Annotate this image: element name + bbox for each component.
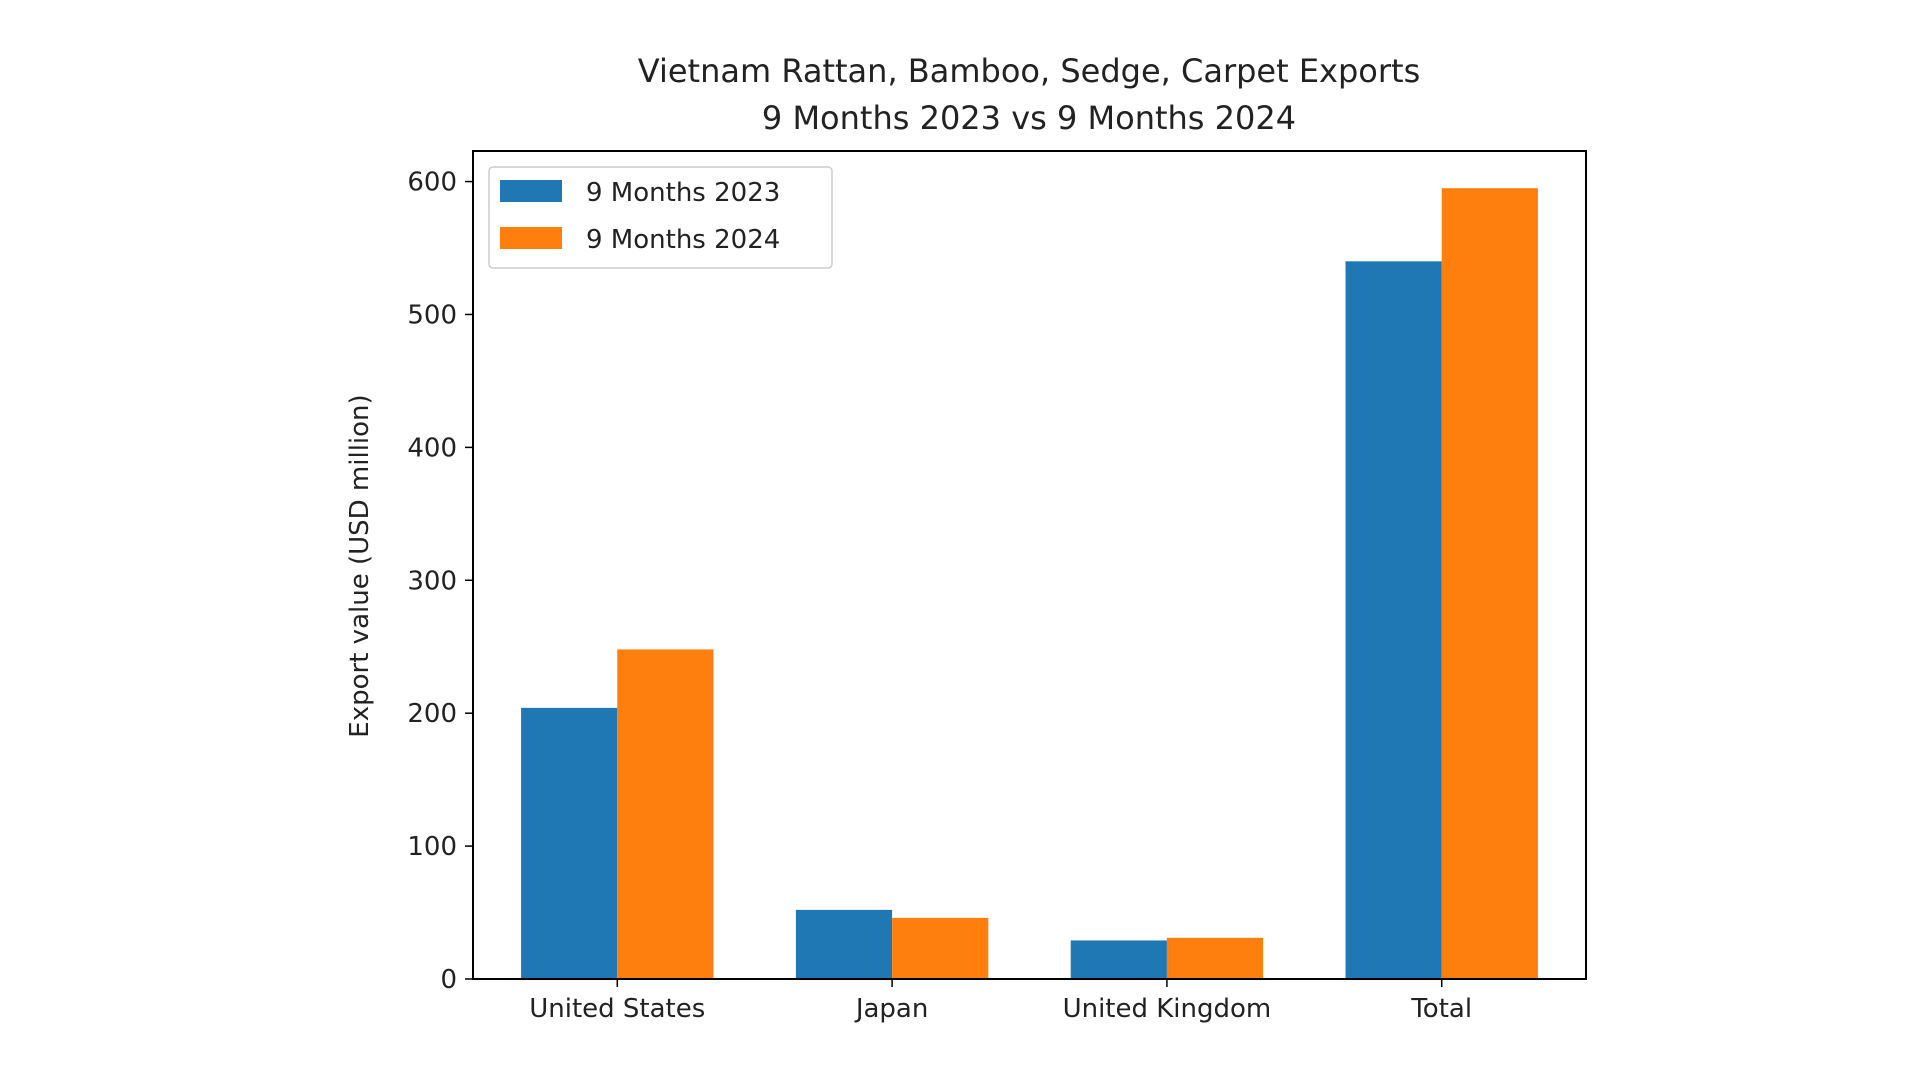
legend-swatch [500,180,562,202]
y-tick-label: 200 [407,699,457,729]
legend-label: 9 Months 2024 [586,225,780,255]
chart-title: Vietnam Rattan, Bamboo, Sedge, Carpet Ex… [638,52,1420,90]
plot-frame [472,150,1587,980]
y-tick-label: 100 [407,832,457,862]
bar-0-1 [795,909,893,979]
legend-swatch [500,227,562,249]
legend-label: 9 Months 2023 [586,178,780,208]
y-tick-label: 400 [407,433,457,463]
legend: 9 Months 2023 9 Months 2024 [488,166,833,269]
legend-box [488,166,833,269]
y-tick-label: 500 [407,300,457,330]
bar-1-0 [617,649,714,979]
x-tick-label: United States [529,994,705,1024]
x-tick-label: Total [1410,994,1472,1024]
bar-0-2 [1070,940,1167,979]
y-tick-label: 600 [407,168,457,198]
y-axis-label: Export value (USD million) [345,394,375,737]
bar-1-1 [892,917,989,979]
y-tick-label: 0 [440,965,457,995]
bar-1-3 [1441,188,1538,979]
bar-0-0 [521,707,618,979]
bar-1-2 [1166,937,1264,979]
x-tick-label: Japan [854,994,929,1024]
bar-0-3 [1345,261,1442,979]
x-tick-label: United Kingdom [1063,994,1272,1024]
chart-subtitle: 9 Months 2023 vs 9 Months 2024 [762,99,1296,137]
y-tick-label: 300 [407,566,457,596]
